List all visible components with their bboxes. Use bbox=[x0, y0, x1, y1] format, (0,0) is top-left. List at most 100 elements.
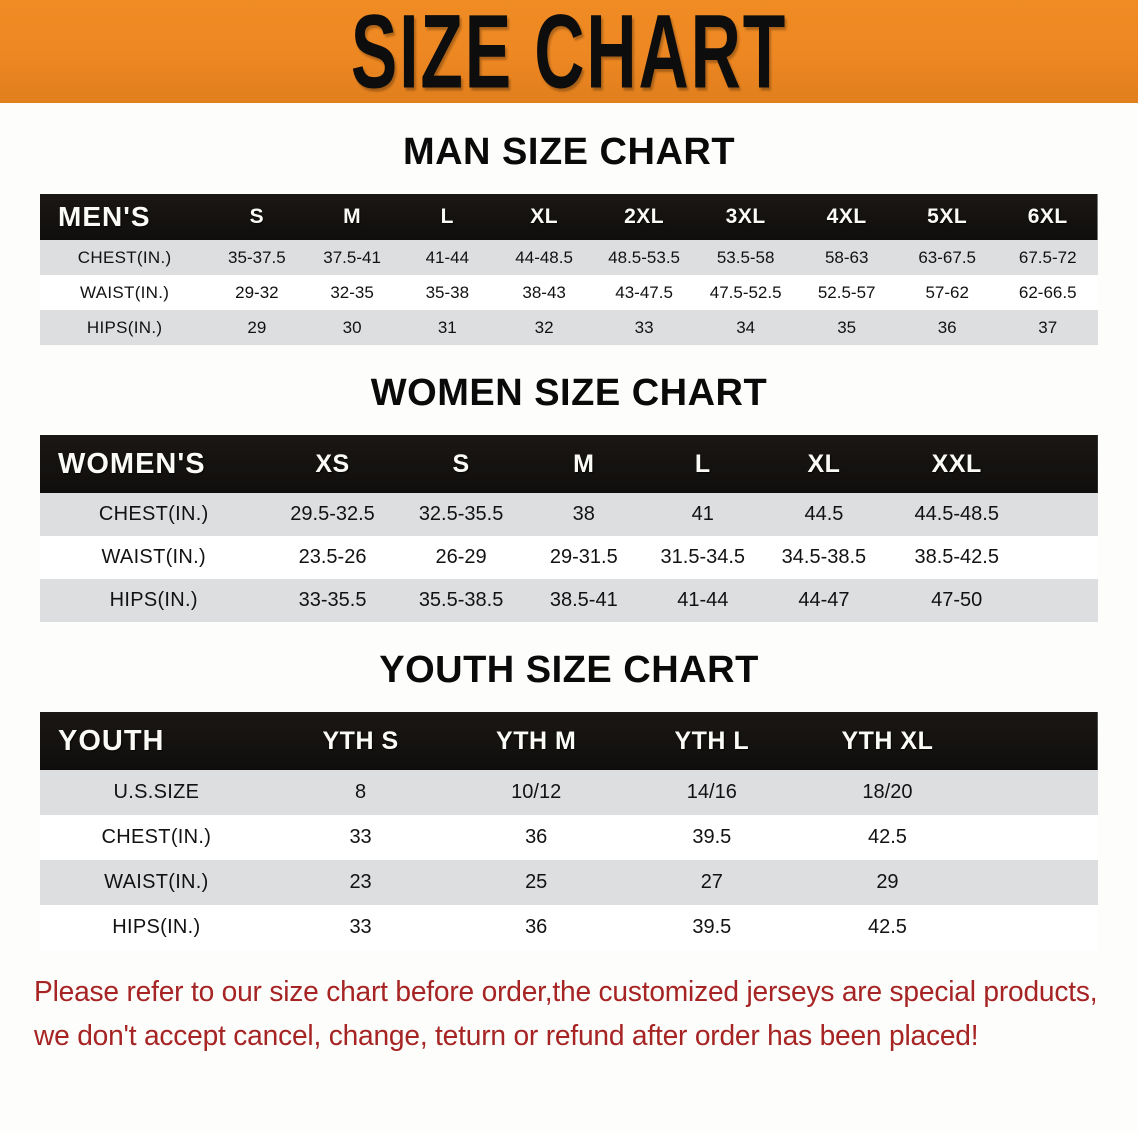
youth-section-title: YOUTH SIZE CHART bbox=[379, 649, 759, 691]
man-column-header: 4XL bbox=[826, 205, 867, 228]
table-cell: 63-67.5 bbox=[918, 247, 977, 267]
table-cell: 53.5-58 bbox=[716, 247, 775, 267]
youth-column-header: YTH M bbox=[496, 726, 577, 755]
table-cell: 29-31.5 bbox=[549, 546, 618, 568]
man-column-header: L bbox=[440, 205, 454, 228]
table-cell: 25 bbox=[525, 871, 548, 893]
table-cell: 14/16 bbox=[686, 781, 737, 803]
table-cell: 38-43 bbox=[522, 282, 566, 302]
table-cell: 44.5-48.5 bbox=[914, 503, 999, 525]
table-cell: 41 bbox=[691, 503, 714, 525]
table-cell: 58-63 bbox=[824, 247, 869, 267]
man-column-header: 5XL bbox=[927, 205, 968, 228]
table-cell: 47.5-52.5 bbox=[709, 282, 782, 302]
table-cell: 29 bbox=[247, 317, 267, 337]
disclaimer-line-1: Please refer to our size chart before or… bbox=[34, 976, 1098, 1008]
youth-column-header: YTH XL bbox=[841, 726, 934, 755]
man-column-header: S bbox=[249, 205, 265, 228]
table-cell: 38 bbox=[572, 503, 595, 525]
table-cell: 44-47 bbox=[798, 589, 850, 611]
table-cell: 34 bbox=[736, 317, 756, 337]
table-row: HIPS(IN.) 33 36 39.5 42.5 bbox=[40, 905, 1098, 950]
table-cell: 33 bbox=[349, 916, 372, 938]
table-cell: 39.5 bbox=[692, 826, 732, 848]
youth-column-header bbox=[975, 712, 1098, 770]
table-cell: 48.5-53.5 bbox=[608, 247, 681, 267]
table-cell: 29 bbox=[876, 871, 899, 893]
table-cell: 44-48.5 bbox=[515, 247, 573, 267]
man-table-corner-label: MEN'S bbox=[58, 201, 151, 232]
table-cell: 27 bbox=[700, 871, 723, 893]
table-cell bbox=[1028, 493, 1098, 536]
table-cell: 41-44 bbox=[677, 589, 729, 611]
table-cell: 43-47.5 bbox=[615, 282, 673, 302]
youth-size-table: YOUTH YTH S YTH M YTH L YTH XL U.S.SIZE 8 10/12… bbox=[40, 712, 1098, 950]
youth-column-header: YTH L bbox=[674, 726, 750, 755]
table-cell: 23 bbox=[349, 871, 372, 893]
table-row: HIPS(IN.) 29 30 31 32 33 34 35 36 37 bbox=[40, 310, 1098, 345]
table-cell: 47-50 bbox=[931, 589, 983, 611]
page-title: SIZE CHART bbox=[350, 0, 788, 103]
table-cell: 26-29 bbox=[435, 546, 487, 568]
table-row: WAIST(IN.) 29-32 32-35 35-38 38-43 43-47.5 47.… bbox=[40, 275, 1098, 310]
table-cell: 18/20 bbox=[862, 781, 913, 803]
youth-row-label: U.S.SIZE bbox=[113, 781, 200, 803]
table-cell: 67.5-72 bbox=[1018, 247, 1077, 267]
table-cell: 37 bbox=[1038, 317, 1058, 337]
table-cell bbox=[1028, 579, 1098, 622]
table-cell: 32-35 bbox=[330, 282, 374, 302]
man-column-header: XL bbox=[530, 205, 559, 228]
table-row: CHEST(IN.) 33 36 39.5 42.5 bbox=[40, 815, 1098, 860]
table-row: CHEST(IN.) 35-37.5 37.5-41 41-44 44-48.5 48.5… bbox=[40, 240, 1098, 275]
table-cell: 8 bbox=[355, 781, 367, 803]
table-cell: 29.5-32.5 bbox=[290, 503, 375, 525]
women-row-label: CHEST(IN.) bbox=[98, 503, 209, 525]
table-cell: 41-44 bbox=[425, 247, 470, 267]
women-column-header: XS bbox=[315, 449, 350, 478]
table-cell: 10/12 bbox=[511, 781, 562, 803]
table-cell: 62-66.5 bbox=[1018, 282, 1077, 302]
table-cell: 38.5-42.5 bbox=[914, 546, 999, 568]
table-cell: 42.5 bbox=[867, 916, 907, 938]
women-table-corner-label: WOMEN'S bbox=[58, 447, 206, 480]
man-row-label: WAIST(IN.) bbox=[80, 282, 170, 302]
table-cell bbox=[975, 860, 1098, 905]
table-cell: 33-35.5 bbox=[298, 589, 367, 611]
table-cell: 44.5 bbox=[804, 503, 844, 525]
table-cell: 35-37.5 bbox=[228, 247, 286, 267]
table-row: U.S.SIZE 8 10/12 14/16 18/20 bbox=[40, 770, 1098, 815]
table-cell bbox=[975, 905, 1098, 950]
disclaimer-line-2: we don't accept cancel, change, teturn o… bbox=[34, 1020, 979, 1052]
table-cell: 36 bbox=[525, 916, 548, 938]
table-cell: 31 bbox=[437, 317, 457, 337]
table-cell: 36 bbox=[937, 317, 957, 337]
women-section-title: WOMEN SIZE CHART bbox=[370, 372, 768, 414]
women-column-header bbox=[1028, 435, 1098, 493]
table-cell bbox=[1028, 536, 1098, 579]
table-cell: 52.5-57 bbox=[817, 282, 876, 302]
table-cell: 32.5-35.5 bbox=[418, 503, 504, 525]
table-row: WAIST(IN.) 23 25 27 29 bbox=[40, 860, 1098, 905]
youth-size-table-container: YOUTH YTH S YTH M YTH L YTH XL U.S.SIZE 8 10/12… bbox=[40, 712, 1098, 950]
table-cell: 42.5 bbox=[867, 826, 907, 848]
man-size-table-container: MEN'S S M L XL 2XL 3XL 4XL 5XL 6XL CHEST(IN.) 35-37… bbox=[40, 194, 1098, 345]
order-disclaimer: Please refer to our size chart before or… bbox=[34, 970, 1098, 1058]
table-cell: 33 bbox=[349, 826, 372, 848]
table-row: CHEST(IN.) 29.5-32.5 32.5-35.5 38 41 44.5 44.5… bbox=[40, 493, 1098, 536]
women-size-table-container: WOMEN'S XS S M L XL XXL CHEST(IN.) 29.5-32.5 32.5… bbox=[40, 435, 1098, 622]
table-cell: 32 bbox=[534, 317, 554, 337]
women-table-header-row: WOMEN'S XS S M L XL XXL bbox=[40, 435, 1098, 493]
table-cell: 37.5-41 bbox=[323, 247, 381, 267]
women-size-table: WOMEN'S XS S M L XL XXL CHEST(IN.) 29.5-32.5 32.5… bbox=[40, 435, 1098, 622]
youth-table-header-row: YOUTH YTH S YTH M YTH L YTH XL bbox=[40, 712, 1098, 770]
table-cell: 33 bbox=[634, 317, 654, 337]
table-cell bbox=[975, 770, 1098, 815]
table-cell: 29-32 bbox=[235, 282, 279, 302]
youth-row-label: WAIST(IN.) bbox=[104, 871, 209, 893]
women-column-header: S bbox=[452, 449, 470, 478]
table-cell: 57-62 bbox=[925, 282, 969, 302]
man-row-label: HIPS(IN.) bbox=[86, 317, 163, 337]
table-cell: 31.5-34.5 bbox=[660, 546, 746, 568]
man-column-header: 2XL bbox=[624, 205, 665, 228]
women-column-header: XL bbox=[807, 449, 841, 478]
